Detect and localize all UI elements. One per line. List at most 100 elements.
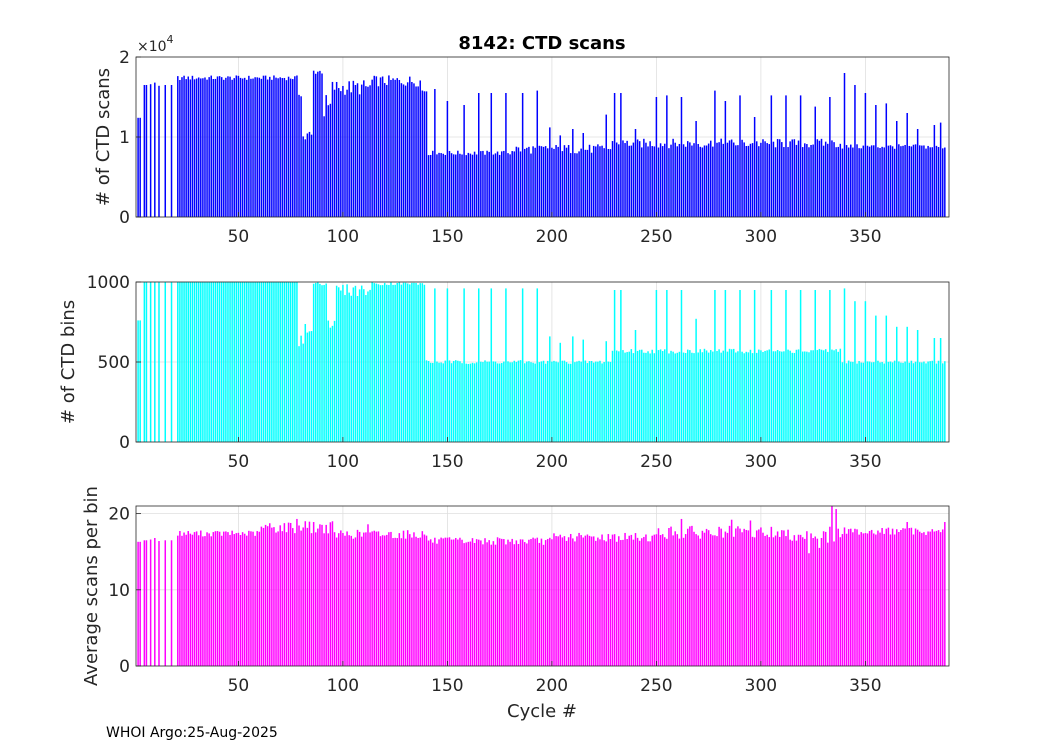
bar — [841, 362, 844, 442]
bar — [745, 146, 748, 217]
bar — [693, 531, 695, 666]
bar — [774, 351, 777, 442]
bar — [923, 532, 925, 666]
bar — [484, 154, 486, 217]
bar — [875, 315, 877, 442]
bar — [651, 146, 653, 217]
bar — [145, 540, 148, 666]
bar — [580, 148, 582, 217]
bar — [452, 154, 455, 217]
bar — [620, 93, 622, 217]
bar — [666, 538, 668, 666]
bar — [218, 282, 221, 442]
bar — [749, 143, 752, 217]
bar — [574, 541, 576, 666]
bar — [783, 530, 785, 666]
bar — [933, 338, 936, 442]
bar — [845, 363, 848, 442]
bar — [227, 76, 229, 217]
bar — [676, 352, 679, 442]
bar — [647, 351, 649, 442]
bar — [862, 362, 865, 442]
bar — [415, 283, 417, 442]
bar — [340, 91, 342, 217]
bar — [465, 363, 467, 442]
bar — [586, 534, 589, 666]
bar — [298, 94, 300, 217]
bar — [511, 151, 513, 217]
bar — [818, 140, 821, 217]
bar — [450, 363, 453, 442]
bar — [837, 351, 839, 442]
bar — [883, 533, 885, 666]
bar — [896, 121, 898, 217]
bar — [605, 541, 607, 666]
bar — [862, 145, 865, 217]
bar — [319, 524, 321, 666]
bar — [358, 94, 361, 217]
bar — [636, 139, 639, 217]
bar — [705, 528, 708, 666]
bar — [463, 288, 465, 442]
bar — [724, 531, 727, 666]
bar — [751, 536, 754, 666]
bar — [787, 349, 789, 442]
bar — [371, 531, 373, 666]
bar — [262, 282, 265, 442]
bar — [204, 536, 206, 666]
bar — [858, 534, 860, 666]
bar — [521, 93, 524, 217]
bar — [595, 361, 597, 442]
bar — [296, 282, 298, 442]
bar — [854, 85, 856, 217]
bar — [277, 531, 279, 666]
bar — [935, 530, 938, 666]
bar — [425, 360, 428, 442]
bar — [444, 537, 447, 666]
footer-credit: WHOI Argo:25-Aug-2025 — [106, 725, 278, 741]
y-tick-label: 0 — [119, 433, 130, 453]
bar — [457, 539, 459, 666]
bar — [536, 90, 539, 217]
bar — [630, 349, 633, 442]
bar — [546, 539, 549, 666]
bar — [795, 540, 798, 666]
bar — [841, 148, 844, 217]
bar — [678, 351, 681, 442]
bar — [668, 353, 670, 442]
bar — [766, 350, 768, 442]
bar — [557, 362, 559, 442]
bar — [632, 539, 635, 666]
x-tick-label: 50 — [228, 452, 250, 472]
bar — [398, 282, 401, 442]
bar — [607, 361, 610, 442]
bar — [308, 521, 311, 666]
bar — [755, 530, 758, 666]
bar — [810, 533, 812, 666]
bar — [693, 353, 695, 442]
bar — [586, 363, 589, 442]
bar — [927, 145, 929, 217]
bar — [559, 342, 562, 442]
bar — [764, 350, 766, 442]
bar — [400, 83, 403, 217]
x-axis-label: Cycle # — [507, 701, 577, 722]
bar — [436, 543, 438, 666]
bar — [914, 528, 917, 666]
bar — [900, 362, 902, 442]
bar — [921, 533, 923, 666]
bar — [912, 363, 915, 442]
bar — [333, 532, 336, 666]
bar — [804, 538, 806, 666]
bar — [538, 145, 541, 217]
bar — [858, 148, 860, 217]
bar — [471, 538, 474, 666]
bar — [628, 351, 630, 442]
bar — [515, 361, 518, 442]
bar — [703, 145, 706, 217]
bar — [337, 533, 340, 666]
bar — [200, 530, 202, 666]
bar — [340, 530, 342, 666]
bar — [728, 348, 731, 442]
bar — [294, 282, 296, 442]
